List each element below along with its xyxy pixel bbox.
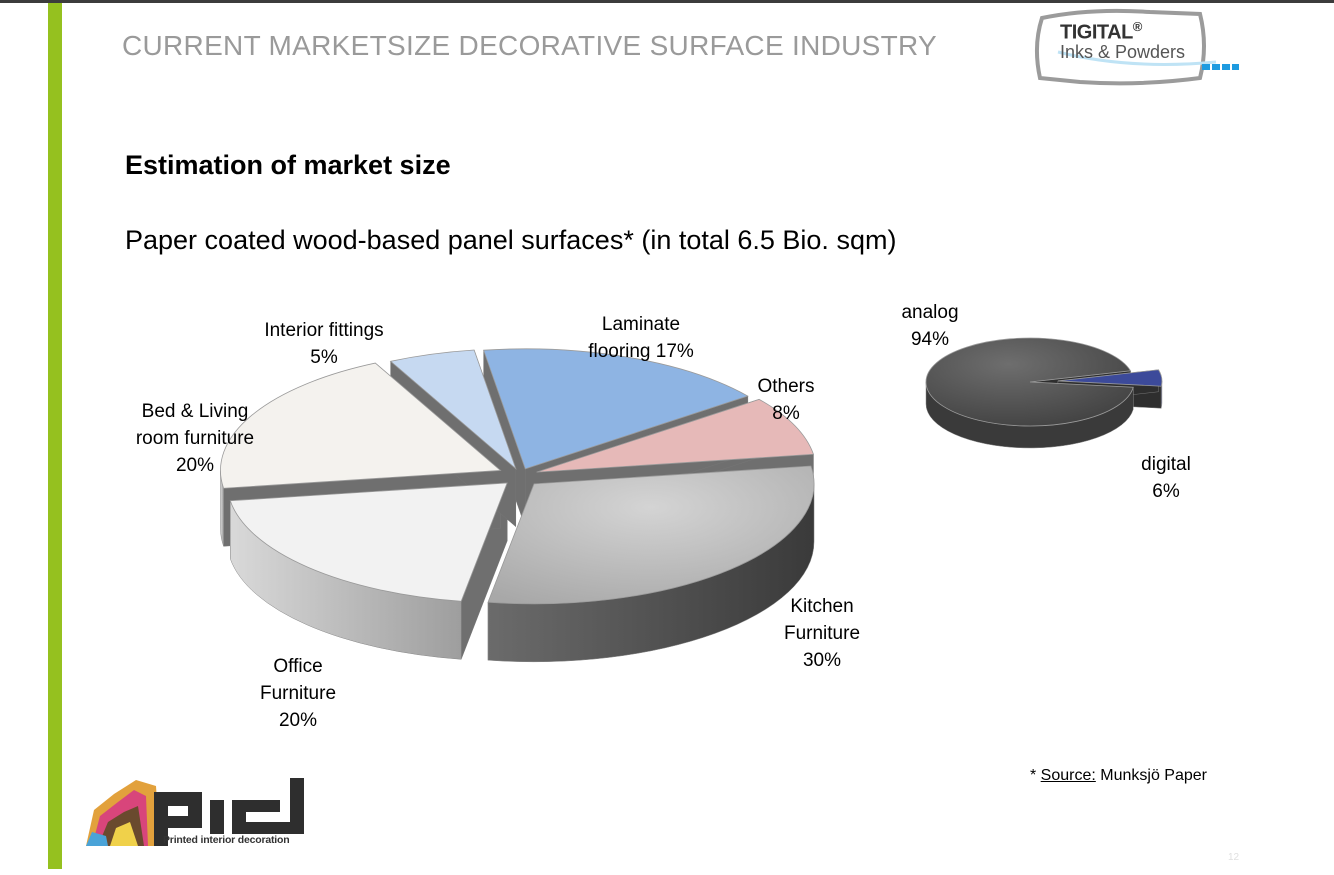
market-pie-slice-2 [487,465,815,605]
source-footnote: * Source: Munksjö Paper [1030,767,1207,784]
tigital-logo: TIGITAL® Inks & Powders [1030,6,1242,88]
market-pie-slice-label-3: Office Furniture 20% [260,656,336,731]
market-pie-slice-label-2: Kitchen Furniture 30% [784,596,860,671]
market-pie-slice-5 [389,349,517,470]
digital-pie-group [925,337,1163,449]
brand-name: TIGITAL® [1060,19,1142,44]
pid-logo-icon [86,778,304,846]
accent-bar [48,3,62,869]
market-pie-slice-4 [220,362,502,489]
digital-pie-slice-label-1: digital 6% [1141,454,1191,502]
page-number: 12 [1228,852,1240,863]
market-pie-slice-label-1: Others 8% [757,376,814,424]
market-pie-slice-label-5: Interior fittings 5% [264,320,383,368]
digital-pie-slice-0 [925,337,1134,427]
pid-tagline: Printed interior decoration [163,834,290,846]
tigital-logo-frame-icon [1035,8,1239,86]
market-pie-slice-label-4: Bed & Living room furniture 20% [136,401,254,476]
section-heading: Estimation of market size [125,150,451,180]
top-rule [0,0,1334,3]
market-pie-slice-0 [483,348,749,470]
digital-pie-slice-1 [1057,369,1163,387]
source-label: Source: [1040,767,1096,784]
digital-pie-slice-label-0: analog 94% [901,302,958,350]
market-pie-slice-3 [229,482,508,602]
market-pie-group [220,348,815,663]
brand-tagline: Inks & Powders [1060,42,1186,62]
market-pie-slice-1 [536,398,815,473]
chart-title: Paper coated wood-based panel surfaces* … [125,225,897,255]
slide-title: CURRENT MARKETSIZE DECORATIVE SURFACE IN… [122,30,938,61]
pid-logo: Printed interior decoration [84,776,314,852]
market-pie-slice-label-0: Laminate flooring 17% [588,314,694,362]
